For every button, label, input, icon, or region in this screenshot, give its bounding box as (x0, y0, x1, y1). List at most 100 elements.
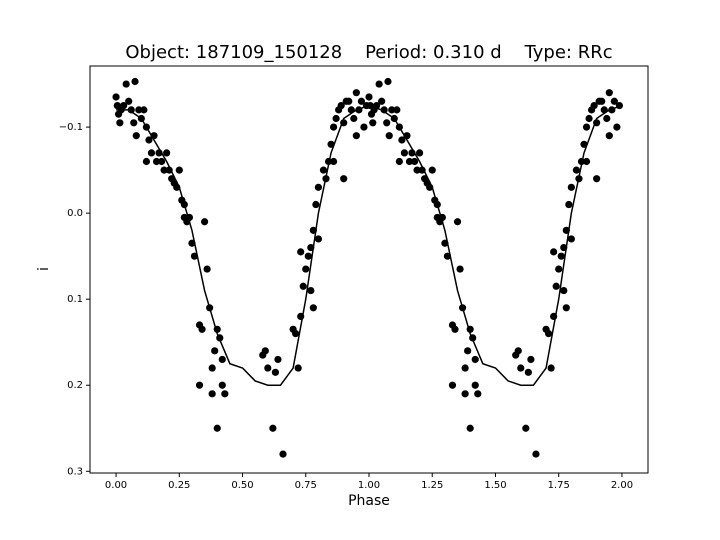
data-point (552, 282, 560, 290)
data-point (352, 89, 360, 97)
data-point (314, 235, 323, 243)
data-point (572, 166, 581, 174)
x-tick-label: 0.75 (295, 480, 317, 491)
data-point (312, 200, 320, 209)
y-tick-label: 0.1 (67, 294, 83, 305)
data-point (514, 347, 522, 355)
data-point (605, 89, 613, 97)
data-point (585, 114, 593, 123)
x-tick-label: 1.25 (421, 480, 443, 491)
data-point (448, 381, 457, 389)
data-point (544, 330, 553, 338)
data-point (357, 97, 366, 105)
data-point (140, 106, 148, 114)
data-point (384, 77, 392, 86)
y-axis-label: i (36, 267, 52, 271)
data-point (279, 450, 287, 458)
data-point (261, 347, 269, 355)
data-point (582, 123, 591, 131)
data-point (329, 157, 338, 166)
data-point (562, 304, 570, 312)
data-point (332, 114, 340, 123)
data-point (547, 364, 555, 372)
data-point (550, 248, 558, 256)
data-point (369, 119, 377, 127)
data-point (218, 381, 226, 389)
data-point (116, 119, 124, 127)
data-point (593, 175, 601, 183)
data-point (340, 175, 348, 183)
data-point (198, 325, 206, 333)
x-tick-label: 1.75 (548, 480, 570, 491)
data-point (274, 355, 282, 364)
data-point (294, 364, 302, 372)
plot-frame (89, 65, 649, 474)
data-point (380, 106, 388, 114)
data-point (302, 265, 310, 273)
data-point (360, 123, 368, 131)
x-tick-label: 0.25 (168, 480, 190, 491)
data-point (410, 157, 419, 166)
data-point (555, 265, 563, 273)
data-point (135, 106, 143, 114)
data-point (522, 424, 530, 432)
data-point (309, 304, 317, 312)
data-point (352, 132, 360, 140)
data-point (610, 97, 618, 105)
data-point (605, 132, 613, 140)
data-point (565, 200, 573, 209)
data-point (524, 368, 532, 376)
data-point (221, 390, 229, 398)
data-point (461, 390, 469, 398)
data-point (474, 390, 482, 398)
data-point (464, 347, 472, 355)
data-point (130, 119, 138, 127)
data-point (400, 149, 409, 157)
data-point (405, 157, 414, 166)
data-point (413, 166, 421, 174)
data-point (112, 93, 120, 101)
data-point (517, 364, 525, 372)
x-tick-label: 0.00 (105, 480, 127, 491)
data-point (203, 265, 211, 273)
data-point (132, 132, 140, 140)
y-tick-label: 0.2 (67, 380, 83, 391)
chart-title: Object: 187109_150128 Period: 0.310 d Ty… (125, 42, 612, 63)
data-point (292, 330, 300, 338)
data-point (208, 364, 216, 372)
data-point (175, 166, 183, 174)
data-point (131, 77, 139, 86)
data-point (532, 450, 540, 458)
x-tick-label: 1.00 (358, 480, 380, 491)
data-point (385, 132, 393, 140)
data-point (560, 286, 568, 295)
data-point (195, 381, 204, 389)
data-point (211, 347, 219, 355)
data-point (307, 286, 315, 295)
y-tick-label: 0.3 (67, 466, 83, 477)
data-point (271, 368, 280, 376)
data-point (582, 157, 591, 166)
data-point (378, 97, 386, 105)
data-point (527, 355, 535, 364)
x-tick-label: 2.00 (611, 480, 633, 491)
x-tick-label: 1.50 (484, 480, 506, 491)
data-point (383, 119, 391, 127)
data-point (218, 355, 226, 364)
data-point (375, 80, 383, 88)
data-point (127, 106, 135, 114)
data-point (428, 166, 436, 174)
data-point (613, 123, 621, 131)
data-point (163, 149, 171, 157)
data-point (200, 218, 209, 226)
data-point (598, 97, 606, 105)
data-point (297, 248, 305, 256)
data-point (471, 355, 479, 364)
data-point (350, 114, 358, 123)
data-point (120, 101, 128, 110)
data-point (395, 157, 403, 166)
data-point (160, 166, 168, 174)
data-point (125, 97, 133, 105)
data-point (471, 381, 479, 389)
